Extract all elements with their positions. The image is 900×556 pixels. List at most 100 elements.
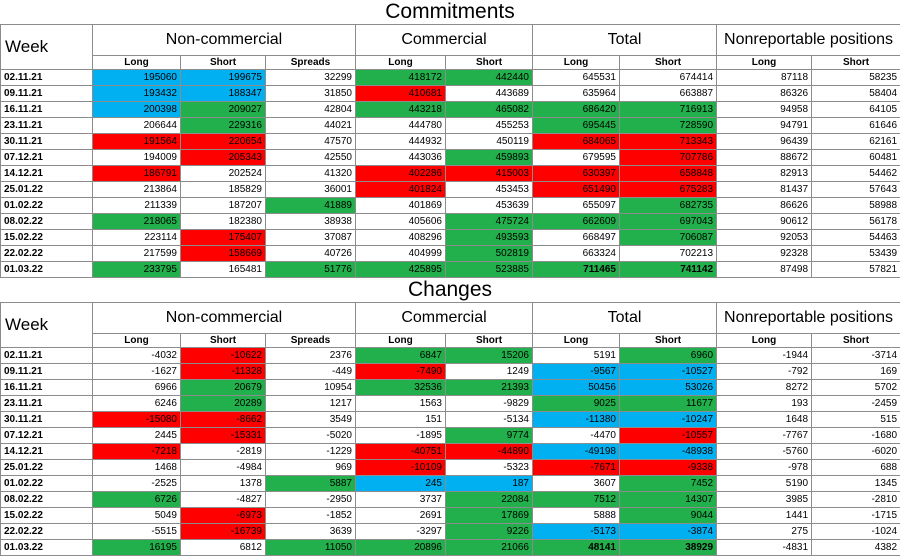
value-cell: 5887 — [266, 476, 356, 492]
value-cell: 442440 — [446, 70, 533, 86]
week-header: Week — [1, 303, 93, 348]
value-cell: 185829 — [181, 182, 266, 198]
value-cell: 711465 — [533, 262, 620, 278]
value-cell: -7671 — [533, 460, 620, 476]
week-cell: 07.12.21 — [1, 428, 93, 444]
value-cell: 630397 — [533, 166, 620, 182]
value-cell: -1944 — [717, 348, 812, 364]
value-cell: 64105 — [812, 102, 900, 118]
value-cell: 21066 — [446, 540, 533, 556]
value-cell: 675283 — [620, 182, 717, 198]
value-cell: 20679 — [181, 380, 266, 396]
subheader-short: Short — [181, 56, 266, 70]
value-cell: 50456 — [533, 380, 620, 396]
value-cell: 193 — [717, 396, 812, 412]
value-cell: 425895 — [356, 262, 446, 278]
value-cell: 38938 — [266, 214, 356, 230]
total-header: Total — [533, 303, 717, 334]
value-cell: -10622 — [181, 348, 266, 364]
value-cell: -3874 — [620, 524, 717, 540]
value-cell: 5191 — [533, 348, 620, 364]
value-cell: 57643 — [812, 182, 900, 198]
value-cell: 199675 — [181, 70, 266, 86]
value-cell: 655097 — [533, 198, 620, 214]
value-cell: -7490 — [356, 364, 446, 380]
value-cell: 82913 — [717, 166, 812, 182]
value-cell: 404999 — [356, 246, 446, 262]
value-cell: -1024 — [812, 524, 900, 540]
value-cell: 697043 — [620, 214, 717, 230]
value-cell: 6966 — [93, 380, 181, 396]
value-cell: 48141 — [533, 540, 620, 556]
value-cell: 459893 — [446, 150, 533, 166]
subheader-long: Long — [93, 56, 181, 70]
value-cell: 465082 — [446, 102, 533, 118]
value-cell: 674414 — [620, 70, 717, 86]
value-cell: -2810 — [812, 492, 900, 508]
week-cell: 09.11.21 — [1, 86, 93, 102]
value-cell: 22084 — [446, 492, 533, 508]
subheader-short: Short — [446, 334, 533, 348]
value-cell: 444780 — [356, 118, 446, 134]
value-cell: 7452 — [620, 476, 717, 492]
value-cell: -4827 — [181, 492, 266, 508]
value-cell: -5020 — [266, 428, 356, 444]
value-cell: 213864 — [93, 182, 181, 198]
value-cell: -44890 — [446, 444, 533, 460]
value-cell: 707786 — [620, 150, 717, 166]
value-cell: 662609 — [533, 214, 620, 230]
value-cell: 217599 — [93, 246, 181, 262]
week-cell: 16.11.21 — [1, 380, 93, 396]
subheader-long: Long — [356, 56, 446, 70]
value-cell: 1441 — [717, 508, 812, 524]
value-cell: 453453 — [446, 182, 533, 198]
week-cell: 08.02.22 — [1, 214, 93, 230]
subheader-short: Short — [620, 56, 717, 70]
value-cell: 165481 — [181, 262, 266, 278]
value-cell: 41320 — [266, 166, 356, 182]
subheader-long: Long — [93, 334, 181, 348]
value-cell: 1648 — [717, 412, 812, 428]
value-cell: 9226 — [446, 524, 533, 540]
value-cell: -7218 — [93, 444, 181, 460]
value-cell: 11677 — [620, 396, 717, 412]
value-cell: -4032 — [93, 348, 181, 364]
value-cell: -10557 — [620, 428, 717, 444]
value-cell: 410681 — [356, 86, 446, 102]
value-cell: 94791 — [717, 118, 812, 134]
value-cell: 716913 — [620, 102, 717, 118]
week-cell: 02.11.21 — [1, 70, 93, 86]
value-cell: 41889 — [266, 198, 356, 214]
value-cell: 7512 — [533, 492, 620, 508]
value-cell: 5888 — [533, 508, 620, 524]
value-cell: 38929 — [620, 540, 717, 556]
subheader-short: Short — [446, 56, 533, 70]
value-cell: 90612 — [717, 214, 812, 230]
week-cell: 02.11.21 — [1, 348, 93, 364]
value-cell: -10109 — [356, 460, 446, 476]
week-cell: 22.02.22 — [1, 246, 93, 262]
subheader-short: Short — [812, 56, 900, 70]
value-cell: -1229 — [266, 444, 356, 460]
value-cell: 32299 — [266, 70, 356, 86]
value-cell: 15206 — [446, 348, 533, 364]
nonreportable-header: Nonreportable positions — [717, 25, 900, 56]
total-header: Total — [533, 25, 717, 56]
value-cell: 2376 — [266, 348, 356, 364]
value-cell: 679595 — [533, 150, 620, 166]
value-cell: -1715 — [812, 508, 900, 524]
noncommercial-header: Non-commercial — [93, 303, 356, 334]
value-cell: 9774 — [446, 428, 533, 444]
value-cell: 187207 — [181, 198, 266, 214]
value-cell: 86626 — [717, 198, 812, 214]
